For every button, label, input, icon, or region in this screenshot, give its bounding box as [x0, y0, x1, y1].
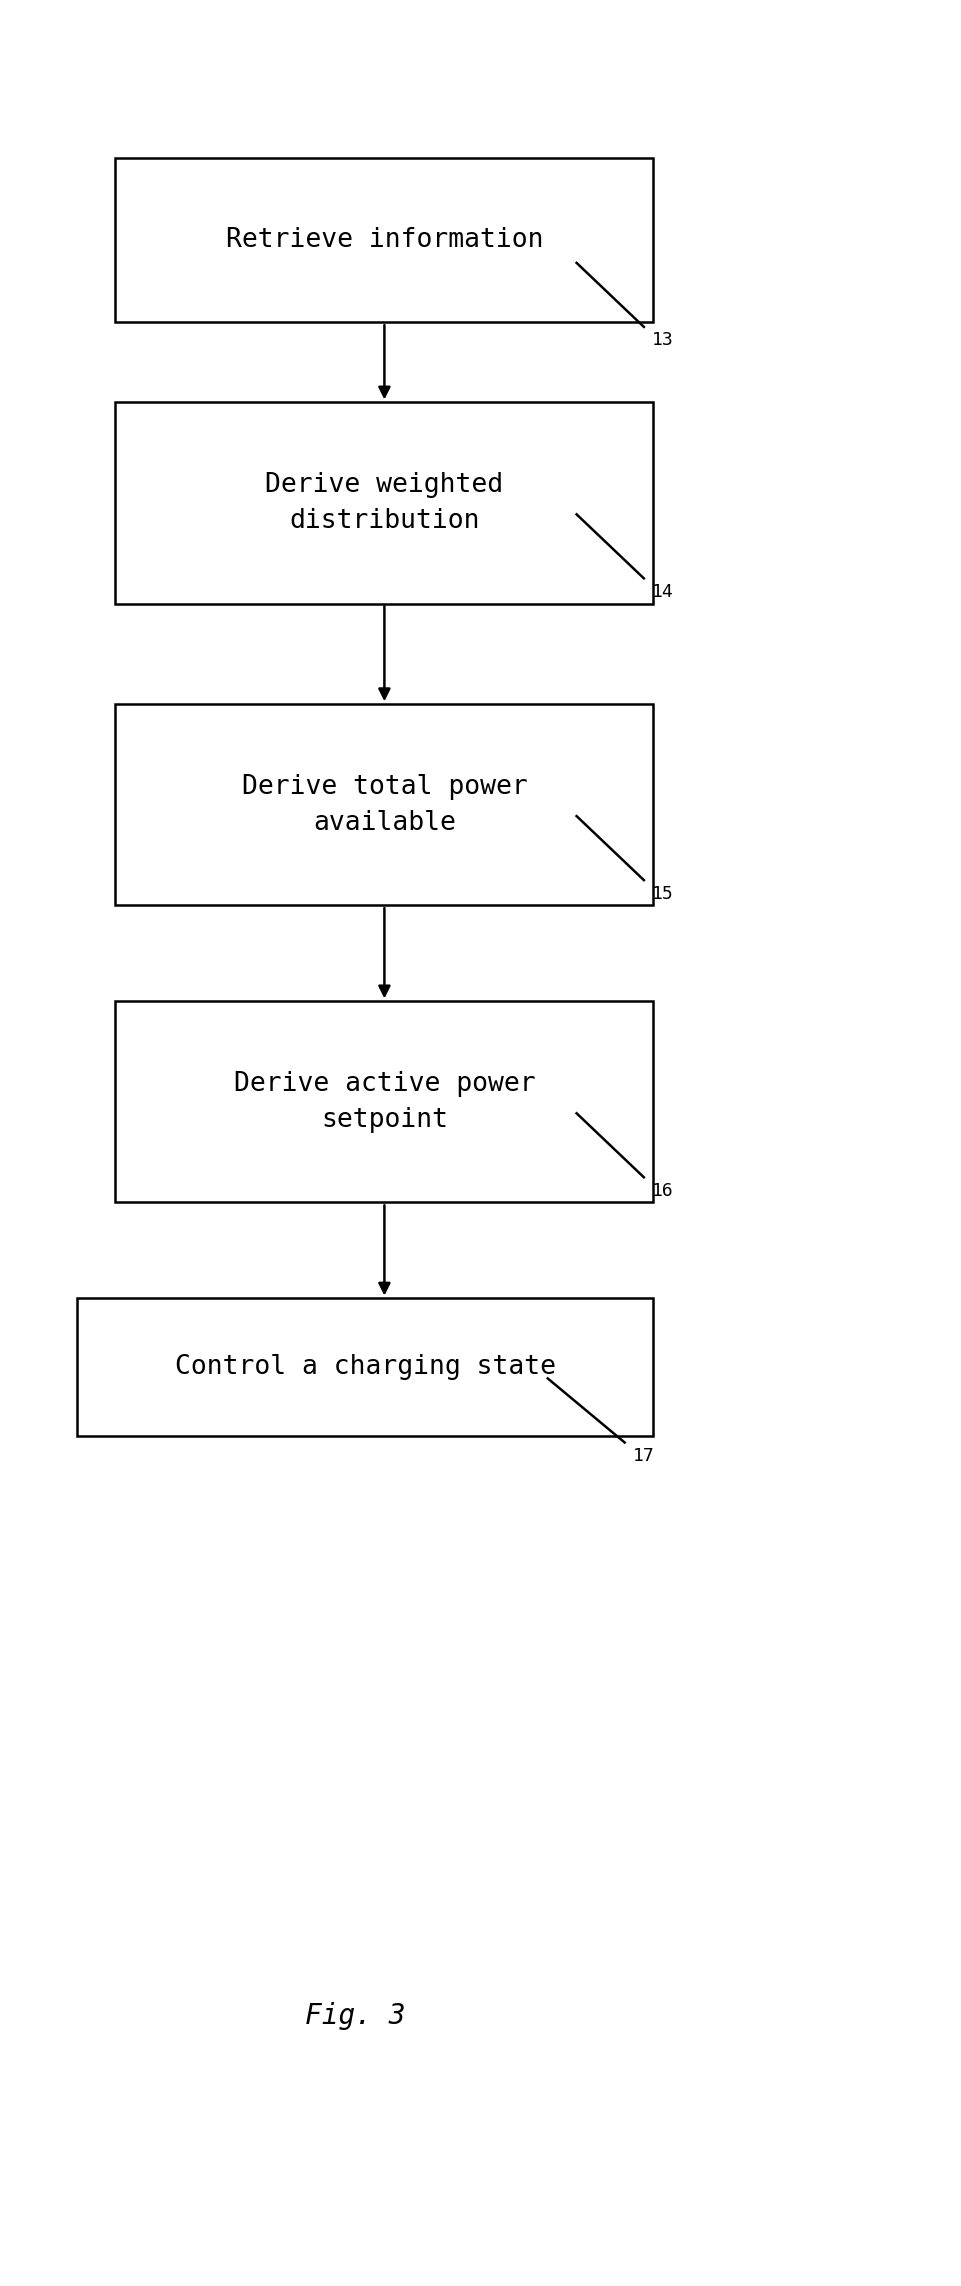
Bar: [115, 704, 653, 905]
Text: 13: 13: [652, 331, 674, 350]
Bar: [77, 1298, 653, 1436]
Text: 17: 17: [632, 1447, 654, 1465]
Text: Derive total power
available: Derive total power available: [241, 773, 528, 837]
Text: 14: 14: [652, 583, 674, 601]
Text: Control a charging state: Control a charging state: [175, 1353, 555, 1381]
Bar: [115, 1001, 653, 1202]
Text: 15: 15: [652, 885, 674, 903]
Text: Fig. 3: Fig. 3: [306, 2003, 406, 2030]
Text: Derive active power
setpoint: Derive active power setpoint: [234, 1070, 535, 1134]
Bar: [115, 402, 653, 604]
Text: Retrieve information: Retrieve information: [226, 226, 543, 254]
Bar: [115, 158, 653, 322]
Text: Derive weighted
distribution: Derive weighted distribution: [265, 471, 504, 535]
Text: 16: 16: [652, 1182, 674, 1200]
